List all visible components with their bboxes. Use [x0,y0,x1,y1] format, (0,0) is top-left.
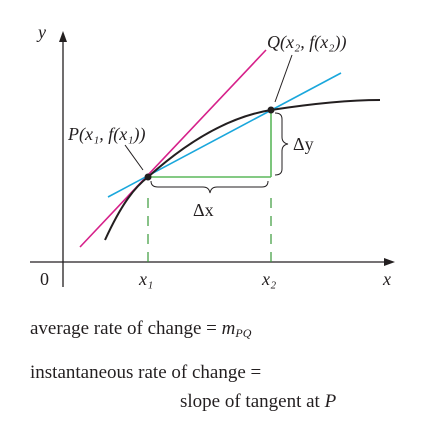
caption-average-rate-text: average rate of change = [30,318,222,339]
y-axis-label: y [36,22,46,42]
delta-y-label: Δy [293,134,314,154]
x-axis-arrowhead [384,258,395,266]
delta-x-label: Δx [193,200,214,220]
caption-average-rate: average rate of change = mPQ [30,318,251,341]
delta-y-brace [274,112,289,176]
tangent-line [79,49,267,248]
caption-pq-subscript: PQ [235,326,252,340]
caption-slope-of-tangent: slope of tangent at P [180,391,336,413]
curve-f [104,99,381,241]
caption-slope-text: slope of tangent at [180,391,325,412]
rate-of-change-diagram: y x 0 P(x₁, f(x₁)) Q(x₂, f(x₂)) Δx Δy x₁… [30,22,395,289]
point-q-dot [267,106,275,114]
point-p-label: P(x₁, f(x₁)) [67,124,145,145]
point-q-label: Q(x₂, f(x₂)) [267,32,346,53]
point-p-dot [144,173,152,181]
x2-tick-label: x₂ [261,269,276,289]
origin-label: 0 [40,269,49,289]
caption-m-symbol: m [221,318,236,339]
y-axis-arrowhead [59,31,67,42]
x1-tick-label: x₁ [138,269,153,289]
point-q-leader [274,54,293,103]
point-p-leader [124,144,144,171]
caption-instantaneous-rate: instantaneous rate of change = [30,362,262,383]
delta-x-brace [150,180,269,194]
x-axis-label: x [382,269,391,289]
caption-p-symbol: P [324,391,337,412]
